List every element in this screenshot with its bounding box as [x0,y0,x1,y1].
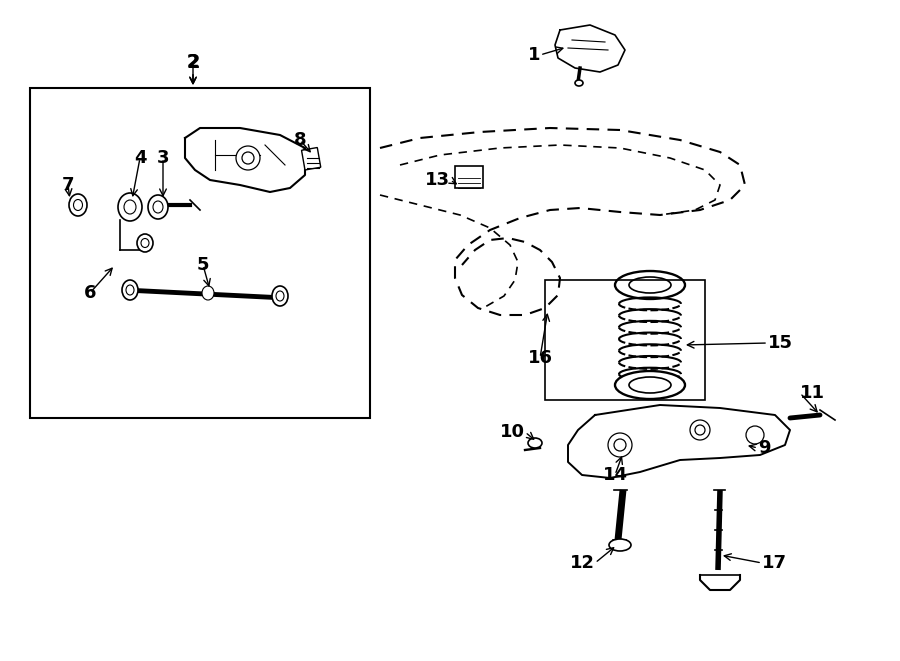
Text: 7: 7 [62,176,74,194]
Circle shape [242,152,254,164]
Ellipse shape [118,193,142,221]
Text: 2: 2 [186,52,200,71]
Ellipse shape [575,80,583,86]
Text: 6: 6 [84,284,96,302]
Text: 17: 17 [762,554,787,572]
Text: 2: 2 [187,53,199,71]
Ellipse shape [124,200,136,214]
Bar [545,280,705,400]
Ellipse shape [137,234,153,252]
Text: 8: 8 [293,131,306,149]
Ellipse shape [122,280,138,300]
Ellipse shape [528,438,542,448]
Text: 14: 14 [602,466,627,484]
Circle shape [695,425,705,435]
Ellipse shape [74,200,83,210]
Text: 15: 15 [768,334,793,352]
Polygon shape [568,405,790,478]
Text: 10: 10 [500,423,525,441]
Text: 13: 13 [425,171,450,189]
Circle shape [746,426,764,444]
Circle shape [614,439,626,451]
Ellipse shape [148,195,168,219]
Ellipse shape [141,239,149,247]
Ellipse shape [69,194,87,216]
Bar [455,166,483,188]
Ellipse shape [609,539,631,551]
Text: 5: 5 [197,256,209,274]
Ellipse shape [629,277,671,293]
Ellipse shape [615,271,685,299]
Text: 3: 3 [157,149,169,167]
Circle shape [236,146,260,170]
Text: 16: 16 [527,349,553,367]
Ellipse shape [629,377,671,393]
Polygon shape [185,128,305,192]
Circle shape [608,433,632,457]
Circle shape [690,420,710,440]
Ellipse shape [615,371,685,399]
Polygon shape [555,25,625,72]
Bar [302,147,320,170]
Bar [30,88,370,418]
Ellipse shape [153,201,163,213]
Ellipse shape [276,291,284,301]
Text: 1: 1 [527,46,540,64]
Ellipse shape [202,286,214,300]
Text: 9: 9 [758,439,770,457]
Text: 11: 11 [800,384,825,402]
Text: 4: 4 [134,149,146,167]
Ellipse shape [126,285,134,295]
Ellipse shape [272,286,288,306]
Text: 12: 12 [570,554,595,572]
